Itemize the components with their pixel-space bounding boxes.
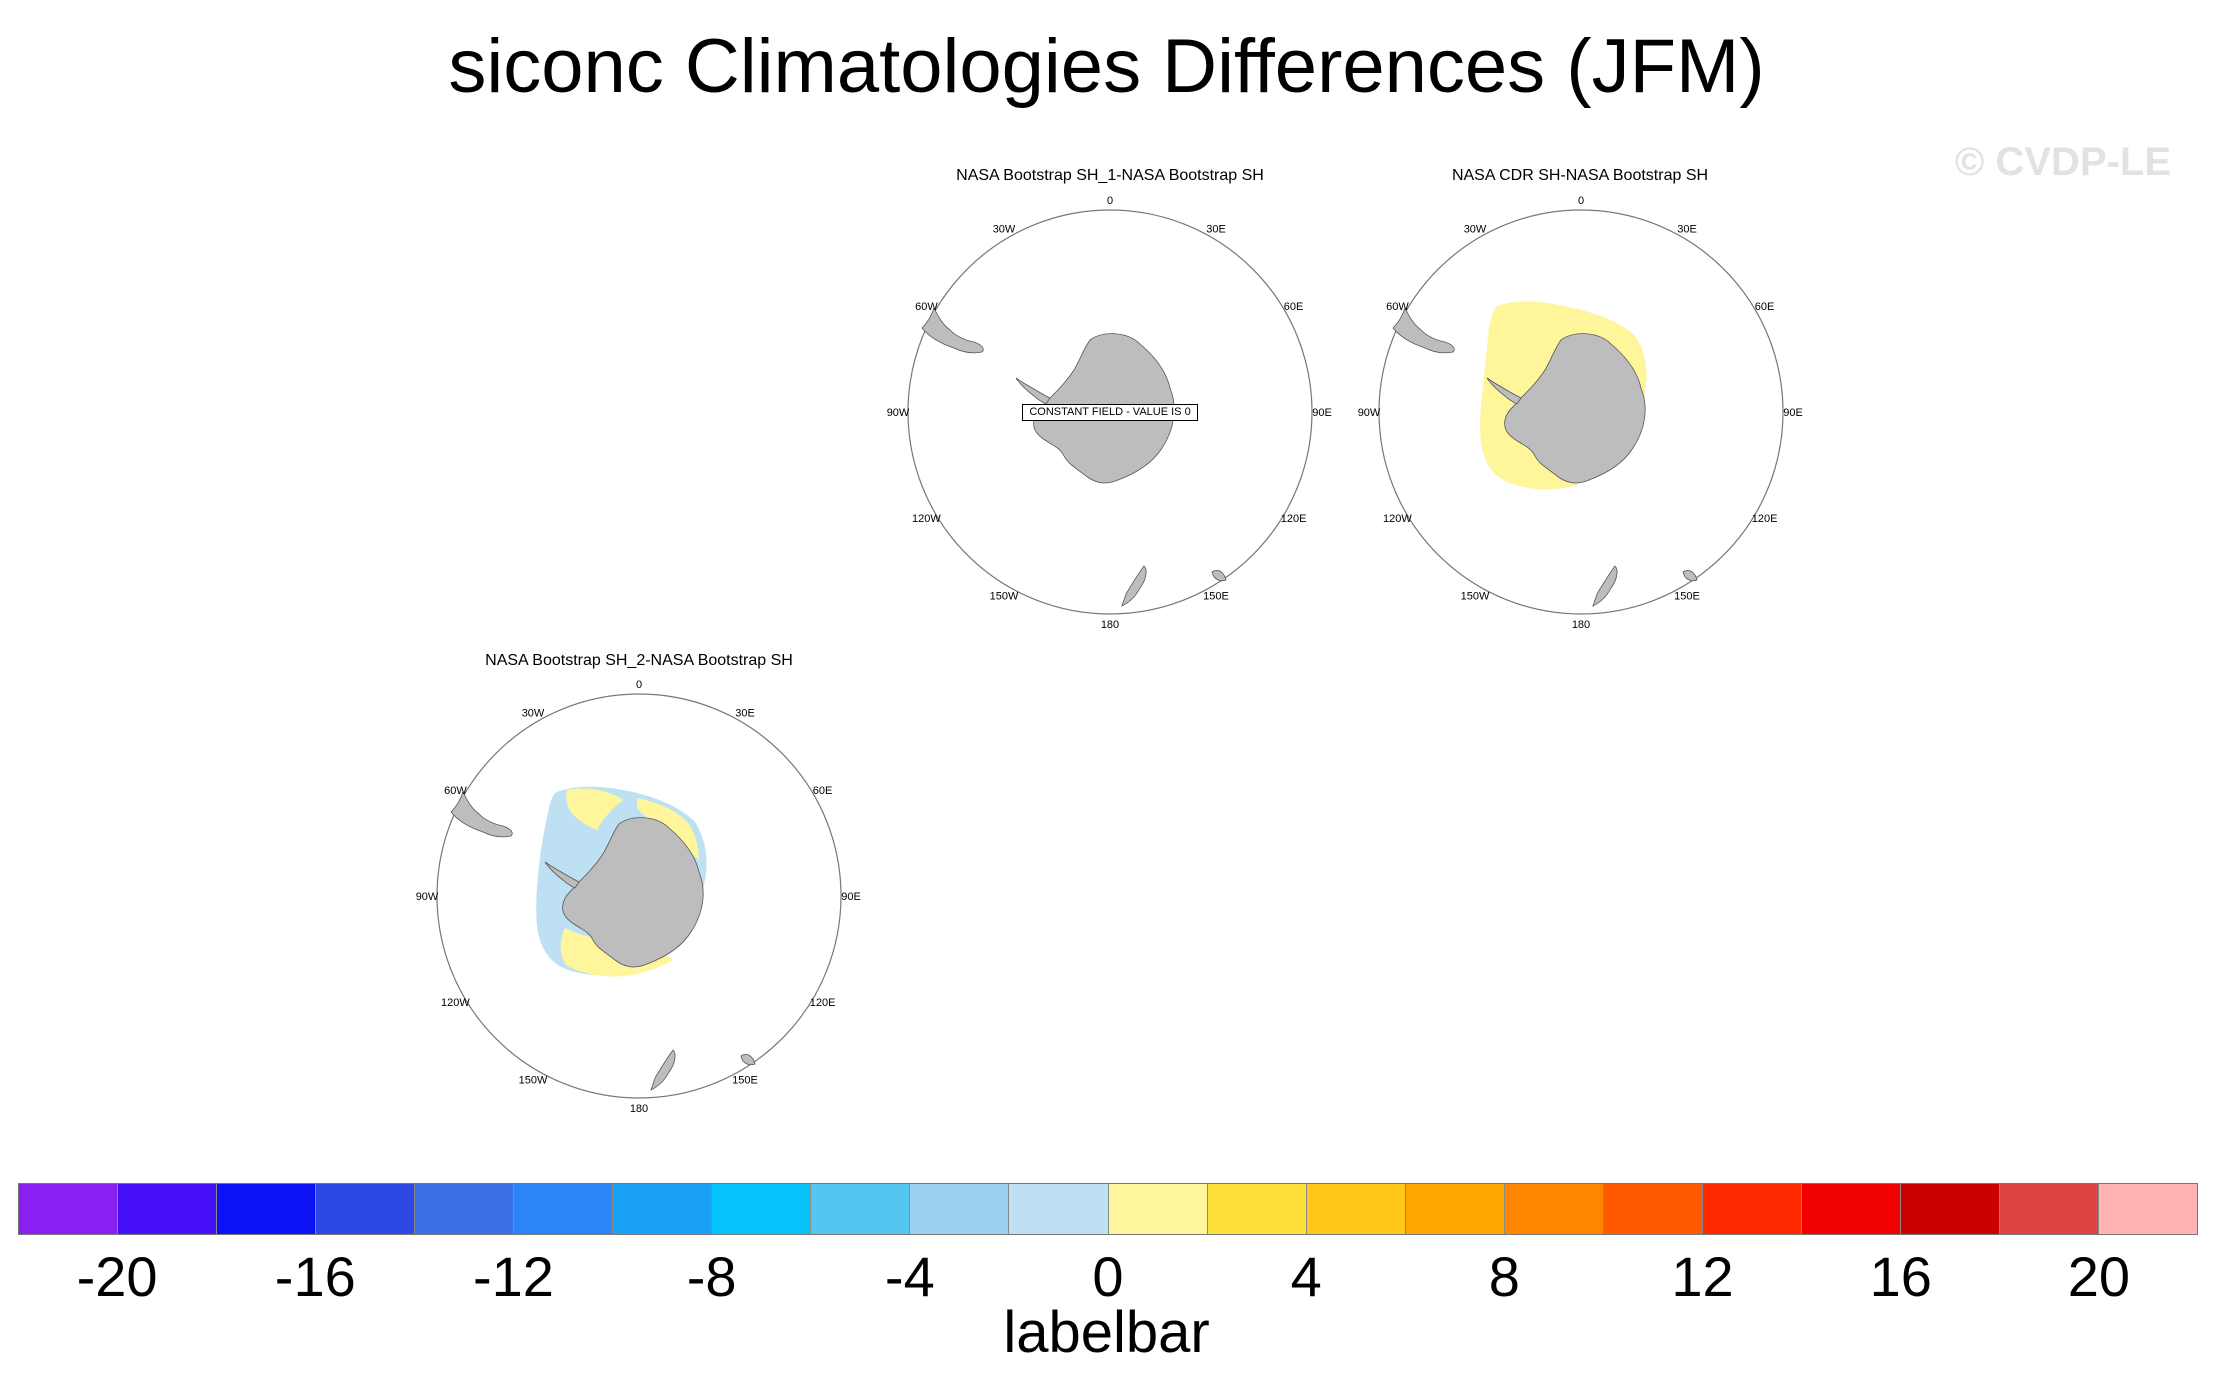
colorbar-box xyxy=(1900,1184,2000,1234)
longitude-label: 90W xyxy=(887,407,910,419)
south-america-land xyxy=(1392,306,1455,354)
longitude-labels: 0 30E 60E 90E 120E 150E 180 150W 120W 90W 60W 30W xyxy=(1358,195,1803,631)
colorbar-tick-label: 0 xyxy=(1092,1245,1124,1308)
colorbar-box xyxy=(415,1184,515,1234)
longitude-label: 90W xyxy=(1358,407,1381,419)
colorbar-tick-label: -16 xyxy=(274,1245,356,1308)
antarctic-peninsula xyxy=(544,861,580,889)
longitude-label: 60E xyxy=(813,785,833,797)
colorbar-box xyxy=(1504,1184,1604,1234)
constant-field-label: CONSTANT FIELD - VALUE IS 0 xyxy=(1022,404,1198,421)
longitude-label: 150W xyxy=(1461,591,1490,603)
watermark: © CVDP-LE xyxy=(1954,140,2171,184)
colorbar-box xyxy=(217,1184,317,1234)
colorbar-tick-label: 12 xyxy=(1671,1245,1734,1308)
colorbar-box xyxy=(910,1184,1010,1234)
longitude-label: 180 xyxy=(1572,619,1590,631)
colorbar-box xyxy=(1207,1184,1307,1234)
longitude-labels: 0 30E 60E 90E 120E 150E 180 150W 120W 90W 60W 30W xyxy=(416,679,861,1115)
south-america-land xyxy=(921,306,984,354)
colorbar-box xyxy=(811,1184,911,1234)
tasmania-land xyxy=(1211,570,1227,582)
colorbar-box xyxy=(1108,1184,1208,1234)
colorbar-tick-label: -20 xyxy=(76,1245,158,1308)
longitude-label: 30E xyxy=(1206,223,1226,235)
longitude-label: 90E xyxy=(841,891,861,903)
longitude-label: 120W xyxy=(1383,513,1412,525)
longitude-label: 120E xyxy=(1752,513,1778,525)
sea-ice-positive-anomaly xyxy=(560,788,699,977)
new-zealand-land xyxy=(1121,565,1147,607)
longitude-label: 120W xyxy=(441,997,470,1009)
longitude-label: 150W xyxy=(990,591,1019,603)
colorbar xyxy=(18,1183,2198,1235)
colorbar-tick-label: -8 xyxy=(686,1245,737,1308)
antarctica-land xyxy=(562,817,704,968)
antarctic-peninsula xyxy=(1015,377,1051,405)
tasmania-land xyxy=(1682,570,1698,582)
new-zealand-land xyxy=(650,1049,676,1091)
colorbar-box xyxy=(613,1184,713,1234)
longitude-label: 30W xyxy=(1464,223,1487,235)
antarctic-peninsula xyxy=(1486,377,1522,405)
colorbar-box xyxy=(2098,1184,2198,1234)
colorbar-box xyxy=(1999,1184,2099,1234)
colorbar-title: labelbar xyxy=(1003,1300,1210,1365)
longitude-label: 120E xyxy=(810,997,836,1009)
longitude-label: 180 xyxy=(630,1103,648,1115)
longitude-label: 120E xyxy=(1281,513,1307,525)
colorbar-box xyxy=(1306,1184,1406,1234)
colorbar-box xyxy=(514,1184,614,1234)
antarctica-land xyxy=(1504,333,1646,484)
longitude-label: 30E xyxy=(735,707,755,719)
panel-title-3: NASA Bootstrap SH_2-NASA Bootstrap SH xyxy=(485,652,793,669)
map-panel-2: 0 30E 60E 90E 120E 150E 180 150W 120W 90W 60W 30W xyxy=(1358,195,1803,631)
longitude-label: 30E xyxy=(1677,223,1697,235)
new-zealand-land xyxy=(1592,565,1618,607)
longitude-label: 0 xyxy=(636,679,642,691)
colorbar-box xyxy=(1009,1184,1109,1234)
tasmania-land xyxy=(740,1054,756,1066)
colorbar-box xyxy=(118,1184,218,1234)
colorbar-box xyxy=(1405,1184,1505,1234)
colorbar-tick-label: -12 xyxy=(472,1245,554,1308)
map-panel-3: 0 30E 60E 90E 120E 150E 180 150W 120W 90W 60W 30W xyxy=(416,679,861,1115)
longitude-label: 90W xyxy=(416,891,439,903)
colorbar-tick-label: 16 xyxy=(1869,1245,1932,1308)
longitude-label: 60W xyxy=(444,785,467,797)
colorbar-box xyxy=(19,1184,119,1234)
colorbar-tick-label: 8 xyxy=(1488,1245,1520,1308)
colorbar-tick-label: -4 xyxy=(884,1245,935,1308)
colorbar-box xyxy=(1603,1184,1703,1234)
longitude-label: 90E xyxy=(1312,407,1332,419)
colorbar-box xyxy=(712,1184,812,1234)
panel-title-1: NASA Bootstrap SH_1-NASA Bootstrap SH xyxy=(956,167,1264,184)
colorbar-tick-label: 4 xyxy=(1290,1245,1322,1308)
longitude-label: 30W xyxy=(522,707,545,719)
colorbar-box xyxy=(1702,1184,1802,1234)
panel-title-2: NASA CDR SH-NASA Bootstrap SH xyxy=(1451,167,1709,184)
longitude-label: 90E xyxy=(1783,407,1803,419)
longitude-label: 150W xyxy=(519,1075,548,1087)
longitude-label: 60E xyxy=(1284,301,1304,313)
longitude-label: 0 xyxy=(1578,195,1584,207)
longitude-label: 30W xyxy=(993,223,1016,235)
longitude-label: 60W xyxy=(1386,301,1409,313)
page-title: siconc Climatologies Differences (JFM) xyxy=(448,24,1765,109)
longitude-label: 60W xyxy=(915,301,938,313)
colorbar-box xyxy=(1801,1184,1901,1234)
colorbar-box xyxy=(316,1184,416,1234)
colorbar-tick-label: 20 xyxy=(2067,1245,2131,1308)
longitude-label: 150E xyxy=(1674,591,1700,603)
longitude-label: 0 xyxy=(1107,195,1113,207)
longitude-label: 60E xyxy=(1755,301,1775,313)
longitude-label: 180 xyxy=(1101,619,1119,631)
south-america-land xyxy=(450,790,513,838)
longitude-label: 150E xyxy=(1203,591,1229,603)
longitude-label: 150E xyxy=(732,1075,758,1087)
longitude-label: 120W xyxy=(912,513,941,525)
longitude-labels: 0 30E 60E 90E 120E 150E 180 150W 120W 90W 60W 30W xyxy=(887,195,1332,631)
